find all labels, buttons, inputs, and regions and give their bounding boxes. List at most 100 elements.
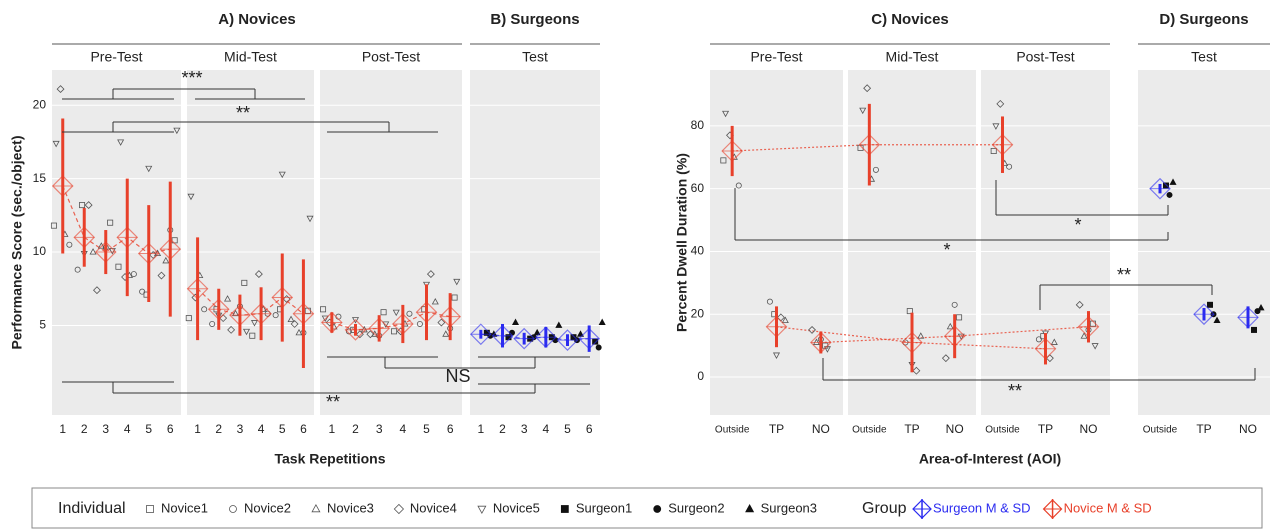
point	[1207, 301, 1214, 308]
x-tick-label: Outside	[852, 425, 887, 436]
point	[576, 330, 585, 337]
facet-label: Test	[522, 49, 548, 65]
y-tick-label: 80	[691, 118, 705, 132]
legend-label: Novice3	[327, 500, 374, 515]
point	[157, 271, 166, 280]
point	[380, 309, 387, 316]
point	[130, 271, 137, 278]
y-axis-label: Percent Dwell Duration (%)	[674, 153, 690, 332]
mean-marker	[415, 301, 438, 324]
x-tick-label: 2	[499, 422, 506, 436]
x-axis-label: Task Repetitions	[275, 451, 386, 467]
mean-marker	[1149, 177, 1171, 200]
mean-marker	[809, 331, 832, 354]
point	[872, 166, 879, 173]
point	[250, 320, 259, 327]
significance: **	[1008, 381, 1022, 401]
x-tick-label: 1	[59, 422, 66, 436]
point	[416, 320, 423, 327]
mean-marker	[469, 323, 492, 346]
point	[560, 505, 569, 513]
y-tick-label: 20	[691, 306, 705, 320]
point	[382, 321, 390, 328]
facet-label: Test	[1191, 49, 1217, 65]
y-tick-label: 15	[33, 171, 47, 185]
legend-label: Novice1	[161, 500, 208, 515]
point	[1251, 326, 1258, 333]
x-tick-label: 2	[215, 422, 222, 436]
point	[66, 241, 73, 248]
point	[951, 301, 958, 308]
facet-label: Mid-Test	[886, 49, 939, 65]
significance: *	[943, 240, 950, 260]
point	[229, 505, 237, 513]
mean-marker	[765, 315, 788, 338]
point	[996, 99, 1005, 108]
point	[201, 306, 208, 313]
point	[366, 330, 375, 339]
x-tick-label: 2	[81, 422, 88, 436]
point	[84, 201, 93, 210]
point	[115, 263, 122, 270]
mean-marker	[250, 302, 272, 325]
point	[555, 321, 563, 328]
mean-marker	[901, 331, 923, 354]
x-tick-label: 6	[447, 422, 454, 436]
mean-marker	[556, 329, 579, 351]
point	[720, 157, 727, 164]
panel-title: C) Novices	[871, 11, 949, 28]
point	[224, 295, 232, 302]
point	[145, 165, 153, 173]
point	[906, 308, 913, 315]
y-tick-label: 20	[33, 97, 47, 111]
point	[426, 270, 435, 279]
point	[79, 202, 86, 209]
legend-title: Group	[862, 500, 907, 517]
point	[173, 127, 181, 135]
point	[1075, 300, 1084, 309]
point	[477, 505, 487, 515]
mean-marker	[207, 298, 230, 321]
point	[437, 318, 446, 327]
x-tick-label: NO	[1080, 422, 1098, 436]
x-tick-label: NO	[1239, 422, 1257, 436]
y-tick-label: 5	[39, 318, 46, 332]
point	[139, 288, 146, 295]
mean-marker	[159, 238, 182, 260]
x-tick-label: 4	[258, 422, 265, 436]
x-tick-label: 6	[586, 422, 593, 436]
point	[453, 278, 461, 286]
point	[117, 139, 125, 146]
point	[272, 312, 279, 319]
point	[912, 366, 921, 375]
x-tick-label: TP	[1038, 422, 1053, 436]
point	[956, 314, 963, 321]
mean-line	[197, 288, 304, 316]
mean-marker	[578, 327, 601, 350]
point	[351, 317, 360, 324]
point	[406, 310, 413, 317]
point	[146, 505, 154, 513]
point	[93, 286, 101, 295]
point	[231, 309, 240, 317]
x-tick-label: 2	[352, 422, 359, 436]
point	[321, 315, 329, 323]
x-tick-label: 1	[328, 422, 335, 436]
y-axis-label: Performance Score (sec./object)	[9, 136, 25, 350]
point	[50, 222, 57, 229]
point	[442, 330, 450, 337]
point	[598, 318, 606, 325]
x-tick-label: Outside	[1143, 425, 1178, 436]
legend-title: Individual	[58, 500, 126, 517]
facet-label: Mid-Test	[224, 49, 277, 65]
y-tick-label: 40	[691, 244, 705, 258]
point	[295, 328, 303, 336]
mean-marker	[73, 226, 96, 249]
mean-marker	[721, 140, 744, 162]
facet-label: Pre-Test	[90, 49, 142, 65]
point	[391, 328, 398, 335]
facet-panel	[187, 70, 314, 415]
x-tick-label: 5	[145, 422, 152, 436]
x-tick-label: 6	[167, 422, 174, 436]
point	[1213, 316, 1221, 323]
